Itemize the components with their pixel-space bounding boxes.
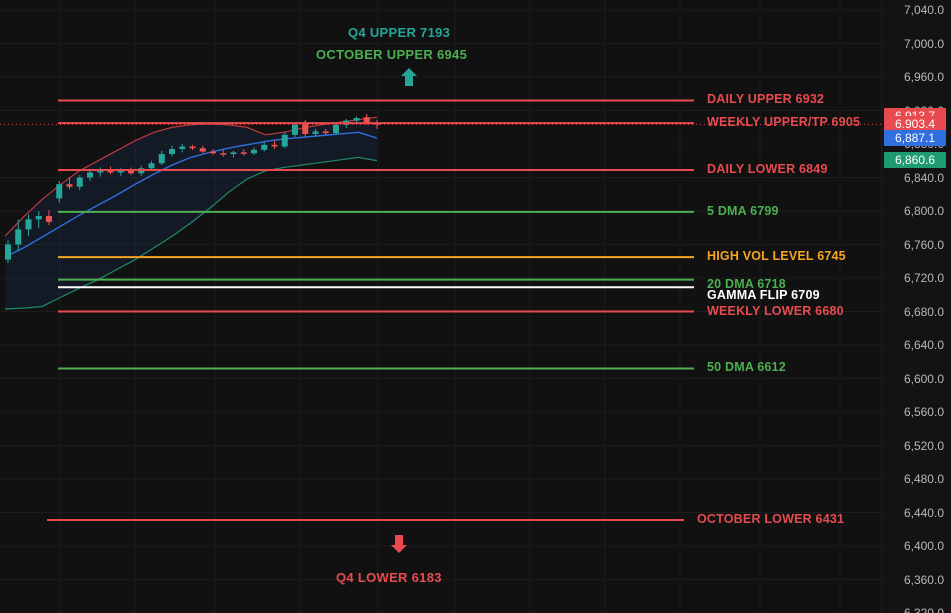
y-tick-label: 6,360.0 xyxy=(903,572,944,587)
candle-body xyxy=(240,152,247,154)
candle-body xyxy=(76,177,83,187)
candle-body xyxy=(333,124,339,134)
level-label: WEEKLY LOWER 6680 xyxy=(707,303,844,318)
y-tick-label: 6,400.0 xyxy=(903,539,944,553)
candle-body xyxy=(46,216,52,222)
candle-body xyxy=(261,144,268,150)
price-chart[interactable] xyxy=(0,0,881,613)
y-tick-label: 6,520.0 xyxy=(903,438,944,453)
candle-body xyxy=(230,152,237,155)
level-label: HIGH VOL LEVEL 6745 xyxy=(707,249,846,264)
price-tag: 6,860.6 xyxy=(884,152,946,169)
y-tick-label: 6,440.0 xyxy=(903,505,944,520)
band-lower-line xyxy=(4,156,378,310)
y-tick-label: 6,560.0 xyxy=(903,405,944,419)
candle-body xyxy=(363,117,370,124)
candle-body xyxy=(312,131,319,134)
y-tick-label: 6,600.0 xyxy=(903,371,944,386)
candle-body xyxy=(302,122,309,134)
candle-body xyxy=(281,134,288,147)
candle-body xyxy=(158,154,165,164)
y-tick-label: 6,840.0 xyxy=(903,170,944,185)
y-tick-label: 6,960.0 xyxy=(903,70,944,84)
y-tick-label: 6,320.0 xyxy=(903,606,944,613)
candle-body xyxy=(210,151,216,154)
y-tick-label: 6,680.0 xyxy=(903,304,944,319)
candle-body xyxy=(179,146,186,150)
candle-body xyxy=(128,170,134,174)
y-tick-label: 6,480.0 xyxy=(903,472,944,486)
price-axis[interactable]: 7,040.07,000.06,960.06,920.06,880.06,840… xyxy=(881,0,951,613)
candle-body xyxy=(107,169,114,173)
candle-body xyxy=(271,144,278,147)
candle-body xyxy=(169,149,175,155)
candle-body xyxy=(25,219,32,230)
candle-body xyxy=(56,184,63,199)
y-tick-label: 6,800.0 xyxy=(903,204,944,218)
level-label: GAMMA FLIP 6709 xyxy=(707,288,820,303)
candle-body xyxy=(199,148,206,152)
candle-body xyxy=(353,118,360,121)
candle-body xyxy=(189,146,196,149)
levels xyxy=(47,99,694,522)
level-label: 20 DMA 6718 xyxy=(707,276,786,291)
candle-body xyxy=(322,131,329,134)
candles xyxy=(0,113,881,263)
level-label: DAILY UPPER 6932 xyxy=(707,92,825,107)
price-tag: 6,887.1 xyxy=(884,130,946,147)
target-label: Q4 LOWER 6183 xyxy=(336,570,442,585)
y-tick-label: 7,040.0 xyxy=(903,3,944,17)
target-label: Q4 UPPER 7193 xyxy=(348,25,451,40)
y-tick-label: 6,720.0 xyxy=(903,271,944,285)
y-tick-label: 7,000.0 xyxy=(903,36,944,51)
candle-body xyxy=(117,170,124,173)
candle-body xyxy=(220,153,227,155)
up-arrow-icon xyxy=(401,68,417,86)
candle-body xyxy=(66,184,73,187)
level-label: OCTOBER LOWER 6431 xyxy=(697,512,845,527)
candle-body xyxy=(148,163,155,169)
y-tick-label: 6,760.0 xyxy=(903,237,944,252)
target-label: OCTOBER UPPER 6945 xyxy=(316,47,468,62)
candle-body xyxy=(87,172,93,178)
y-tick-label: 6,640.0 xyxy=(903,338,944,352)
band-fill xyxy=(5,117,377,309)
candle-body xyxy=(251,149,257,154)
candle-body xyxy=(35,216,42,220)
candle-body xyxy=(5,244,11,260)
candle-body xyxy=(97,169,104,173)
target-arrows xyxy=(391,68,417,553)
level-label: 50 DMA 6612 xyxy=(707,360,786,375)
band-upper-line xyxy=(4,116,378,237)
candle-body xyxy=(292,124,298,135)
level-label: 5 DMA 6799 xyxy=(707,203,779,218)
level-label: DAILY LOWER 6849 xyxy=(707,161,828,176)
down-arrow-icon xyxy=(391,535,407,553)
candle-body xyxy=(15,229,22,245)
level-label: WEEKLY UPPER/TP 6905 xyxy=(707,115,861,130)
